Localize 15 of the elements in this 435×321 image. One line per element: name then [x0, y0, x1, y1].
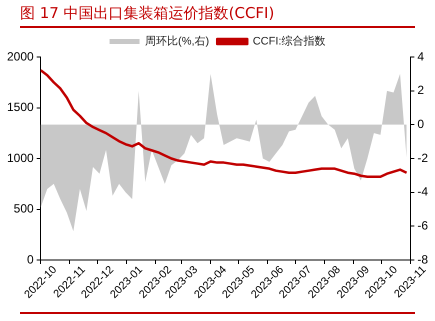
- y-tick-label: 1000: [6, 150, 34, 165]
- y2-tick-label: -6: [417, 218, 428, 232]
- legend-label: 周环比(%,右): [145, 34, 210, 48]
- y2-tick-label: 0: [417, 116, 424, 131]
- y2-tick-label: -8: [417, 252, 428, 266]
- y-tick-label: 500: [14, 202, 34, 216]
- y2-tick-label: 4: [417, 49, 424, 64]
- y2-tick-label: 2: [417, 83, 424, 98]
- legend-label: CCFI:综合指数: [252, 34, 326, 48]
- y2-tick-label: -2: [417, 150, 428, 165]
- y-tick-label: 1500: [6, 100, 34, 114]
- chart-title: 图 17 中国出口集装箱运价指数(CCFI): [20, 0, 415, 28]
- y-tick-label: 0: [27, 252, 34, 266]
- y-tick-label: 2000: [6, 49, 34, 64]
- y2-tick-label: -4: [417, 184, 428, 199]
